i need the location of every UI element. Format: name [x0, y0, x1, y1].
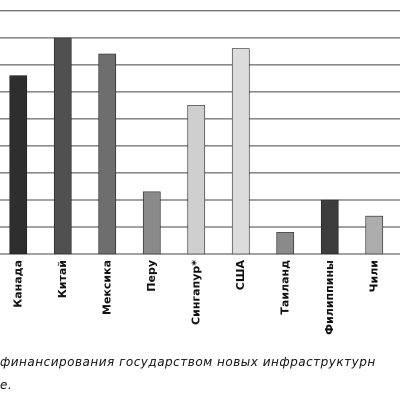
bar — [142, 191, 161, 255]
bar — [53, 37, 72, 255]
bar — [98, 53, 117, 255]
bar — [187, 105, 206, 255]
caption-line: финансирования государством новых инфрас… — [0, 355, 376, 369]
bar — [231, 48, 250, 255]
bar — [9, 75, 28, 255]
x-tick-label: Филиппины — [323, 260, 336, 335]
x-tick-label: Китай — [56, 260, 69, 298]
x-tick-label: США — [234, 260, 247, 291]
x-tick-label: Перу — [145, 260, 158, 292]
x-tick-label: Таиланд — [278, 260, 291, 315]
x-tick-label: Мексика — [100, 260, 113, 315]
x-tick-label: Чили — [367, 260, 380, 292]
caption-line: е. — [0, 378, 12, 392]
bar — [320, 199, 339, 255]
bar — [276, 232, 295, 255]
x-tick-label: Канада — [11, 260, 24, 308]
x-tick-label: Сингапур* — [189, 260, 202, 325]
bar — [365, 215, 384, 255]
